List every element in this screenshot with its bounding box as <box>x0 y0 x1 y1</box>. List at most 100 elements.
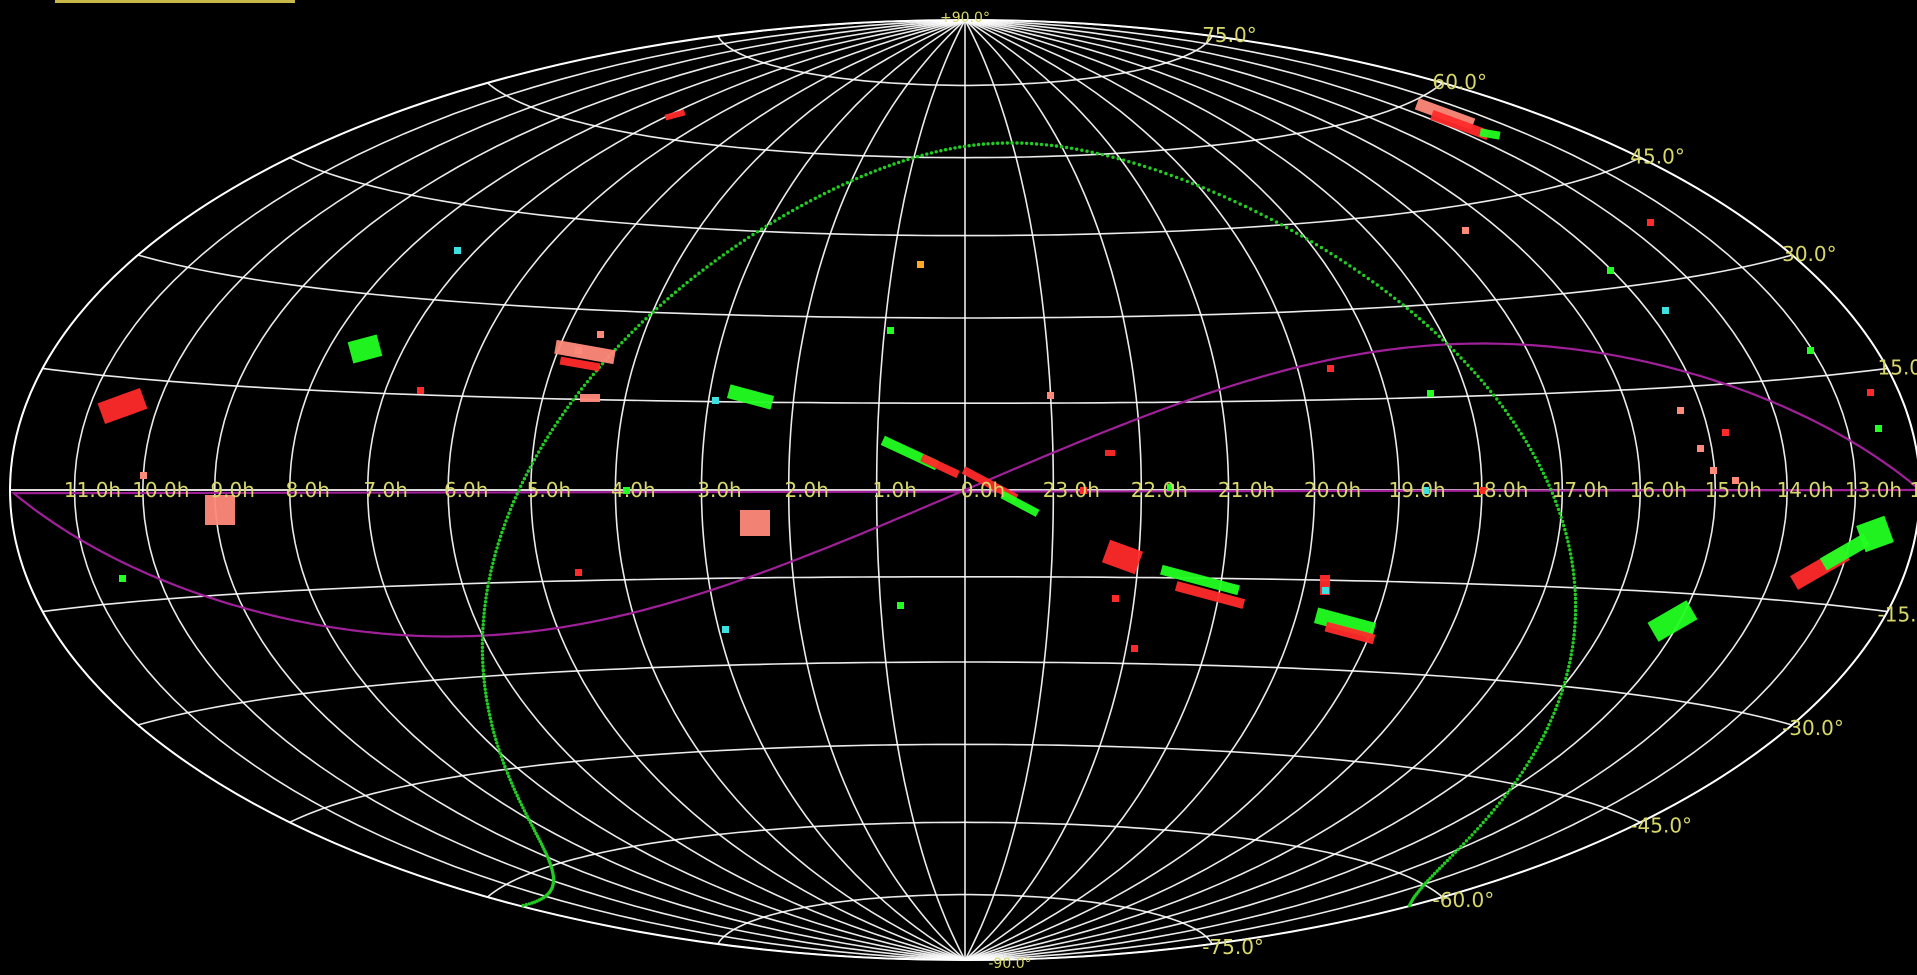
ra-label: 6.0h <box>444 478 488 502</box>
observation-point[interactable] <box>1722 429 1729 436</box>
parallel-line <box>42 367 1888 404</box>
ra-label: 15.0h <box>1705 478 1762 502</box>
observation-point[interactable] <box>1867 389 1874 396</box>
observation-point[interactable] <box>1710 467 1717 474</box>
parallel-line <box>137 254 1793 319</box>
observation-point[interactable] <box>597 331 604 338</box>
observation-point[interactable] <box>1662 307 1669 314</box>
observation-point[interactable] <box>1732 477 1739 484</box>
observation-patch[interactable] <box>347 334 383 364</box>
observation-point[interactable] <box>1131 645 1138 652</box>
observation-point[interactable] <box>1875 425 1882 432</box>
ra-label: 9.0h <box>210 478 254 502</box>
observation-point[interactable] <box>575 347 582 354</box>
ra-label: 16.0h <box>1630 478 1687 502</box>
dec-label: 45.0° <box>1630 145 1685 169</box>
observation-point[interactable] <box>1427 390 1434 397</box>
ra-label: 4.0h <box>611 478 655 502</box>
observation-patch[interactable] <box>1819 533 1871 571</box>
ra-label: 2.0h <box>784 478 828 502</box>
ra-label: 19.0h <box>1388 478 1445 502</box>
observation-point[interactable] <box>917 261 924 268</box>
ra-label: 23.0h <box>1043 478 1100 502</box>
observation-patch[interactable] <box>1479 128 1501 140</box>
observation-point[interactable] <box>454 247 461 254</box>
parallel-line <box>289 156 1641 237</box>
observation-point[interactable] <box>140 472 147 479</box>
dec-label: -30.0° <box>1782 716 1844 740</box>
observation-point[interactable] <box>1480 487 1487 494</box>
observation-patch[interactable] <box>97 387 148 425</box>
ra-label: 7.0h <box>363 478 407 502</box>
observation-patch[interactable] <box>740 510 770 536</box>
observation-patch[interactable] <box>726 384 775 410</box>
observation-point[interactable] <box>575 569 582 576</box>
observation-patch[interactable] <box>1000 491 1040 517</box>
ra-label: 14.0h <box>1777 478 1834 502</box>
observation-point[interactable] <box>1327 365 1334 372</box>
observation-point[interactable] <box>1677 407 1684 414</box>
observation-point[interactable] <box>1112 595 1119 602</box>
dec-label: 15.0° <box>1878 355 1917 379</box>
observation-point[interactable] <box>1322 587 1329 594</box>
observation-point[interactable] <box>119 575 126 582</box>
ra-label: 0.0h <box>961 478 1005 502</box>
observation-point[interactable] <box>1462 227 1469 234</box>
observation-point[interactable] <box>1167 484 1174 491</box>
dec-label: 75.0° <box>1202 23 1257 47</box>
observation-patch[interactable] <box>920 453 960 479</box>
ra-label: 13.0h <box>1845 478 1902 502</box>
observation-point[interactable] <box>417 387 424 394</box>
parallel-line <box>487 821 1443 898</box>
observation-point[interactable] <box>1080 487 1087 494</box>
ra-label: 18.0h <box>1471 478 1528 502</box>
observation-patch[interactable] <box>664 109 686 121</box>
south-pole-label: -90.0° <box>988 956 1031 972</box>
dec-label: 60.0° <box>1433 70 1488 94</box>
observation-point[interactable] <box>1047 392 1054 399</box>
ecliptic-line <box>10 342 1917 638</box>
observation-point[interactable] <box>712 397 719 404</box>
north-pole-label: +90.0° <box>940 10 990 26</box>
galactic-plane <box>480 141 1578 908</box>
observation-point[interactable] <box>897 602 904 609</box>
observation-point[interactable] <box>722 626 729 633</box>
dec-label: -15.0° <box>1878 603 1917 627</box>
observation-patch[interactable] <box>1856 515 1894 553</box>
observation-point[interactable] <box>1697 445 1704 452</box>
observation-point[interactable] <box>1607 267 1614 274</box>
observation-point[interactable] <box>1422 487 1429 494</box>
parallel-line <box>487 82 1443 159</box>
observation-patches <box>97 98 1894 652</box>
observation-patch[interactable] <box>554 339 616 365</box>
ra-label: 20.0h <box>1304 478 1361 502</box>
observation-point[interactable] <box>1807 347 1814 354</box>
parallel-line <box>42 576 1888 613</box>
observation-patch[interactable] <box>1324 621 1376 645</box>
ra-label: 5.0h <box>527 478 571 502</box>
parallel-line <box>289 743 1641 824</box>
observation-patch[interactable] <box>1174 581 1246 609</box>
ra-label: 22.0h <box>1131 478 1188 502</box>
observation-patch[interactable] <box>1430 110 1490 140</box>
observation-point[interactable] <box>623 487 630 494</box>
observation-patch[interactable] <box>1320 575 1330 595</box>
observation-patch[interactable] <box>1160 564 1240 596</box>
ra-label: 10.0h <box>132 478 189 502</box>
dec-label: -75.0° <box>1202 935 1264 959</box>
top-left-bar <box>55 0 295 3</box>
overlay-curves <box>10 141 1917 908</box>
ra-label: 8.0h <box>285 478 329 502</box>
observation-point[interactable] <box>887 327 894 334</box>
observation-point[interactable] <box>1647 219 1654 226</box>
observation-patch[interactable] <box>1105 450 1115 456</box>
observation-patch[interactable] <box>1647 600 1698 642</box>
observation-patch[interactable] <box>205 495 235 525</box>
dec-label: -60.0° <box>1433 888 1495 912</box>
observation-patch[interactable] <box>1101 539 1144 575</box>
observation-patch[interactable] <box>580 394 600 402</box>
ra-label: 21.0h <box>1218 478 1275 502</box>
ra-label: 12.0h <box>1909 478 1917 502</box>
observation-patch[interactable] <box>559 356 601 372</box>
